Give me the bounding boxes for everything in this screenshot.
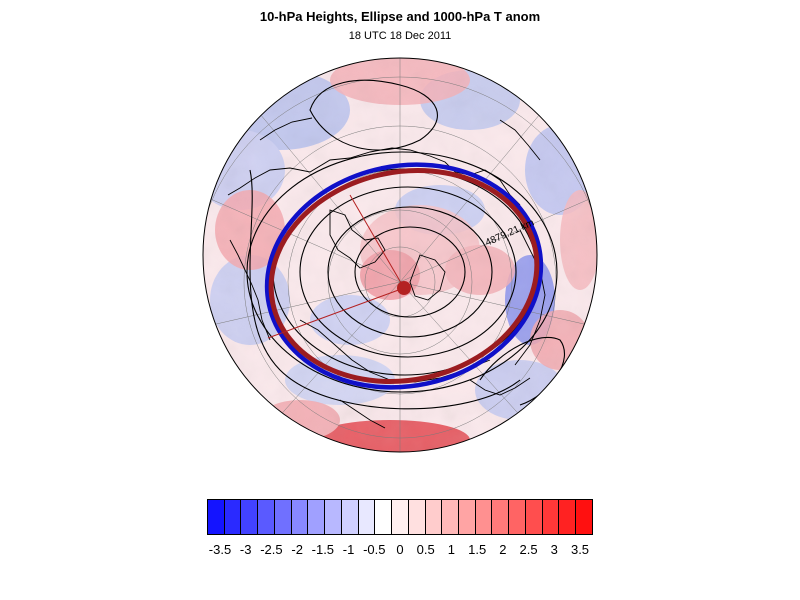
colorbar-swatch xyxy=(392,500,409,534)
colorbar-tick-label: -2 xyxy=(291,542,303,557)
diagnostic-ellipse xyxy=(264,162,544,390)
ellipse-inner-blue xyxy=(264,162,544,390)
polar-map: 4879.21 km xyxy=(202,57,598,453)
colorbar-swatch xyxy=(425,500,443,534)
graticule xyxy=(203,58,597,452)
axis-line xyxy=(349,194,405,289)
colorbar-tick-label: -0.5 xyxy=(363,542,386,557)
colorbar-swatch xyxy=(308,500,326,534)
colorbar-swatch xyxy=(258,500,275,534)
colorbar-tick-label: 3 xyxy=(550,542,558,557)
colorbar-swatch xyxy=(408,500,426,534)
colorbar-swatch xyxy=(475,500,493,534)
colorbar-swatch xyxy=(576,500,592,534)
colorbar-tick-label: -3.5 xyxy=(208,542,232,557)
colorbar-swatch xyxy=(224,500,242,534)
colorbar-tick-label: 2 xyxy=(499,542,507,557)
colorbar-tick-label: 2.5 xyxy=(519,542,538,557)
ellipse-center-dot xyxy=(397,281,411,295)
colorbar-swatch xyxy=(525,500,543,534)
colorbar-swatch xyxy=(509,500,526,534)
colorbar-swatch xyxy=(375,500,393,534)
colorbar-swatch xyxy=(559,500,577,534)
colorbar-tick-label: 3.5 xyxy=(570,542,590,557)
minor-axis-line xyxy=(267,287,405,339)
colorbar-tick-label: 0 xyxy=(396,542,404,557)
map-border xyxy=(202,57,598,453)
colorbar-swatch xyxy=(459,500,476,534)
colorbar-swatch xyxy=(442,500,460,534)
colorbar-tick-label: -1.5 xyxy=(311,542,335,557)
colorbar-swatch xyxy=(208,500,225,534)
colorbar-swatch xyxy=(325,500,342,534)
colorbar-swatch xyxy=(358,500,376,534)
ellipse-outer-red xyxy=(268,168,540,384)
colorbar-tick-label: 0.5 xyxy=(416,542,435,557)
colorbar xyxy=(207,499,593,535)
colorbar-labels: -3.5 -3 -2.5 -2 -1.5 -1 -0.5 0 0.5 1 1.5 2 2.5 3 3.5 xyxy=(0,542,800,560)
colorbar-swatch xyxy=(291,500,309,534)
map-title: 10-hPa Heights, Ellipse and 1000-hPa T a… xyxy=(259,9,541,24)
colorbar-swatch xyxy=(542,500,560,534)
colorbar-tick-label: 1.5 xyxy=(468,542,487,557)
colorbar-swatch xyxy=(341,500,359,534)
colorbar-tick-label: -3 xyxy=(239,542,252,557)
colorbar-tick-label: 1 xyxy=(447,542,456,557)
colorbar-tick-label: -1 xyxy=(342,542,355,557)
colorbar-swatch xyxy=(492,500,510,534)
map-subtitle: 18 UTC 18 Dec 2011 xyxy=(348,30,452,42)
coastlines xyxy=(227,117,546,429)
colorbar-swatch xyxy=(274,500,292,534)
colorbar-tick-label: -2.5 xyxy=(260,542,283,557)
colorbar-swatch xyxy=(241,500,259,534)
